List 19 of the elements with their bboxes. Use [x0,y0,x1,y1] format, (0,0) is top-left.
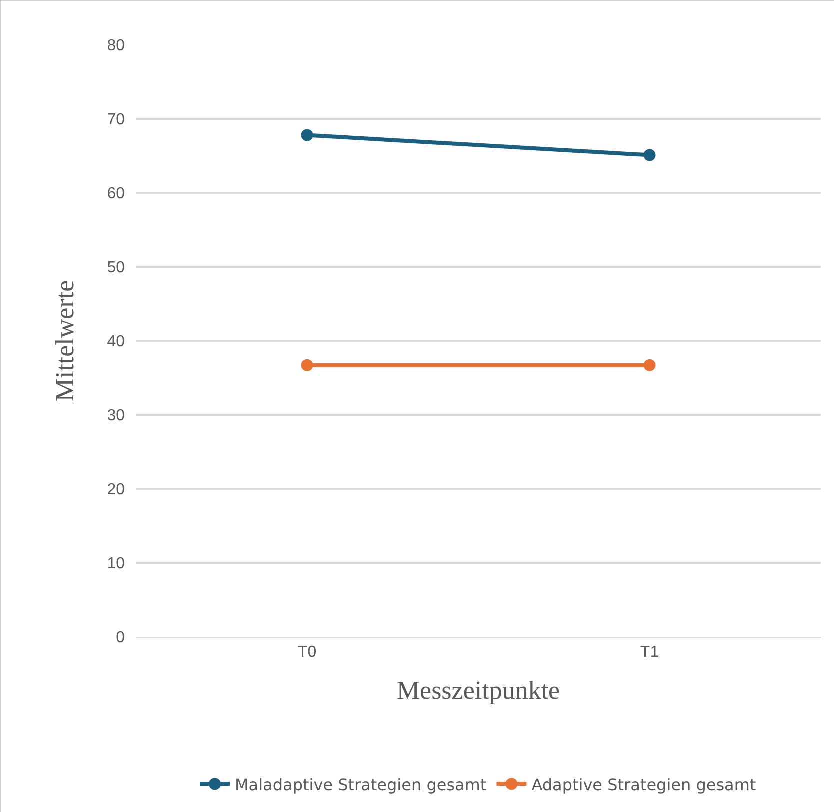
y-axis-title: Mittelwerte [50,280,80,402]
point [644,359,656,372]
x-tick-label: T0 [298,644,317,662]
legend-label: Adaptive Strategien gesamt [532,775,756,794]
legend-label: Maladaptive Strategien gesamt [235,775,487,794]
y-tick-label: 60 [107,186,126,203]
y-tick-label: 50 [107,260,126,277]
y-tick-label: 20 [107,482,126,499]
x-axis-title: Messzeitpunkte [396,676,560,705]
y-tick-label: 30 [107,408,126,425]
y-tick-label: 0 [116,630,126,647]
point [644,149,656,162]
y-tick-label: 10 [107,556,126,573]
point [301,359,314,372]
y-tick-label: 40 [107,334,126,351]
y-tick-label: 80 [107,38,126,55]
x-tick-label: T1 [640,644,660,662]
y-tick-label: 70 [107,112,126,129]
point [301,129,314,142]
